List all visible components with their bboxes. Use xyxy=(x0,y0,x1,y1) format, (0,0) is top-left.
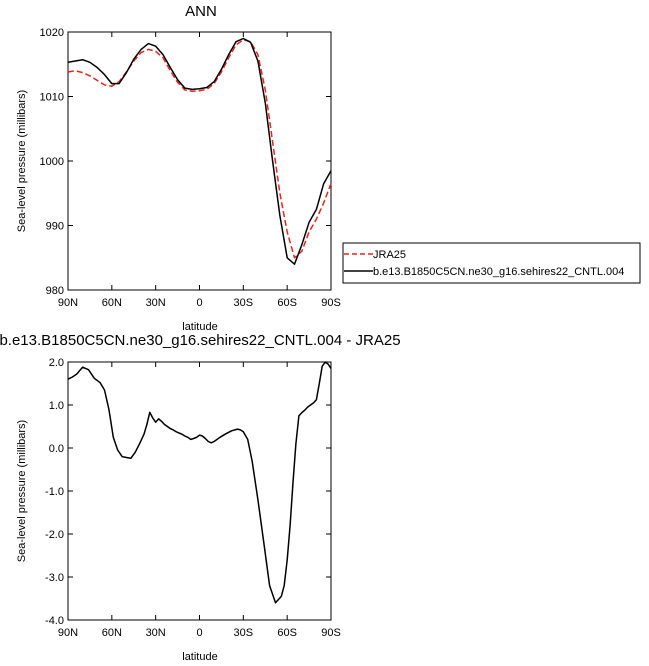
y-tick-label: -2.0 xyxy=(45,529,64,541)
x-tick-label: 90S xyxy=(321,297,341,309)
y-tick-label: -1.0 xyxy=(45,486,64,498)
top-y-axis-label: Sea-level pressure (millibars) xyxy=(16,90,28,232)
top-y-axis: 980 990 1000 1010 1020 xyxy=(40,27,331,297)
bottom-plot-lines xyxy=(67,361,332,604)
y-tick-label: 1000 xyxy=(40,156,64,168)
x-tick-label: 60S xyxy=(277,297,297,309)
y-tick-label: 980 xyxy=(46,285,64,297)
y-tick-label: 990 xyxy=(46,221,64,233)
y-tick-label: -3.0 xyxy=(45,572,64,584)
top-x-axis-label: latitude xyxy=(182,321,217,333)
y-tick-label: -4.0 xyxy=(45,615,64,627)
legend-label-model: b.e13.B1850C5CN.ne30_g16.sehires22_CNTL.… xyxy=(373,266,624,278)
y-tick-label: 2.0 xyxy=(49,357,64,369)
bottom-y-axis: -4.0 -3.0 -2.0 -1.0 0.0 1.0 2.0 xyxy=(45,357,331,627)
x-tick-label: 30S xyxy=(234,297,254,309)
x-tick-label: 90S xyxy=(321,627,341,639)
x-tick-label: 90N xyxy=(58,627,78,639)
bottom-x-axis-label: latitude xyxy=(182,651,217,663)
top-plot-frame xyxy=(67,31,332,291)
bot-series-line-0 xyxy=(67,361,332,604)
x-tick-label: 90N xyxy=(58,297,78,309)
top-series-line-1 xyxy=(67,37,332,265)
legend-label-jra25: JRA25 xyxy=(373,249,406,261)
top-plot-lines xyxy=(67,37,332,265)
y-tick-label: 1020 xyxy=(40,27,64,39)
y-tick-label: 1.0 xyxy=(49,400,64,412)
x-tick-label: 60N xyxy=(102,627,122,639)
bottom-panel: b.e13.B1850C5CN.ne30_g16.sehires22_CNTL.… xyxy=(0,332,401,663)
x-tick-label: 0 xyxy=(196,627,202,639)
legend-box xyxy=(342,242,641,284)
bottom-x-axis: 90N 60N 30N 0 30S 60S 90S xyxy=(58,362,341,639)
bottom-y-axis-label: Sea-level pressure (millibars) xyxy=(16,420,28,562)
top-panel-title: ANN xyxy=(185,3,217,20)
x-tick-label: 30S xyxy=(234,627,254,639)
x-tick-label: 60S xyxy=(277,627,297,639)
top-x-axis: 90N 60N 30N 0 30S 60S 90S xyxy=(58,32,341,309)
x-tick-label: 30N xyxy=(146,627,166,639)
legend: JRA25 b.e13.B1850C5CN.ne30_g16.sehires22… xyxy=(342,242,641,284)
y-tick-label: 0.0 xyxy=(49,443,64,455)
x-tick-label: 30N xyxy=(146,297,166,309)
top-series-line-0 xyxy=(67,38,332,259)
bottom-panel-title: b.e13.B1850C5CN.ne30_g16.sehires22_CNTL.… xyxy=(0,332,401,349)
x-tick-label: 60N xyxy=(102,297,122,309)
y-tick-label: 1010 xyxy=(40,92,64,104)
x-tick-label: 0 xyxy=(196,297,202,309)
